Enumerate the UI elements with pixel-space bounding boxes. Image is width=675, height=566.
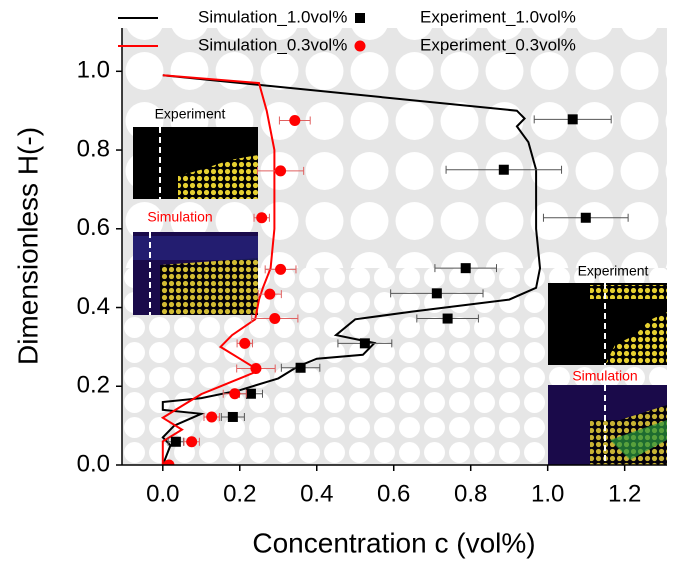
point: [442, 313, 453, 324]
point: [256, 212, 268, 224]
insets: [133, 127, 667, 465]
point: [295, 362, 306, 373]
x-tick-label: 0.0: [146, 480, 179, 507]
point: [245, 388, 256, 399]
legend-label: Simulation_0.3vol%: [198, 35, 347, 54]
y-tick-label: 0.0: [77, 450, 110, 477]
point: [170, 436, 181, 447]
y-tick-label: 0.4: [77, 293, 110, 320]
point: [498, 164, 509, 175]
point: [289, 115, 301, 127]
point: [460, 263, 471, 274]
point: [227, 411, 238, 422]
inset-label: Simulation: [147, 209, 212, 225]
legend-label: Experiment_0.3vol%: [420, 35, 576, 54]
legend-label: Experiment_1.0vol%: [420, 7, 576, 26]
inset-label: Experiment: [578, 263, 649, 279]
x-tick-label: 0.6: [377, 480, 410, 507]
point: [359, 338, 370, 349]
inset-label: Simulation: [572, 368, 637, 384]
inset-label: Experiment: [155, 106, 226, 122]
point: [580, 212, 591, 223]
point: [186, 436, 198, 448]
x-axis-title: Concentration c (vol%): [252, 527, 535, 558]
point: [163, 459, 175, 465]
legend-label: Simulation_1.0vol%: [198, 7, 347, 26]
point: [206, 411, 218, 423]
legend-swatch: [355, 13, 365, 23]
legend-swatch: [354, 40, 366, 52]
point: [229, 388, 241, 400]
point: [567, 114, 578, 125]
y-tick-label: 1.0: [77, 57, 110, 84]
x-tick-label: 1.0: [531, 480, 564, 507]
point: [431, 288, 442, 299]
point: [264, 288, 276, 300]
x-tick-label: 0.8: [454, 480, 487, 507]
y-axis-title: Dimensionless H(-): [12, 127, 43, 365]
point: [275, 165, 287, 177]
x-tick-label: 0.2: [223, 480, 256, 507]
y-tick-label: 0.2: [77, 372, 110, 399]
point: [239, 337, 251, 349]
point: [269, 313, 281, 325]
y-tick-label: 0.6: [77, 214, 110, 241]
point: [275, 263, 287, 275]
x-tick-label: 1.2: [608, 480, 641, 507]
y-tick-label: 0.8: [77, 135, 110, 162]
point: [250, 363, 262, 375]
x-tick-label: 0.4: [300, 480, 333, 507]
line: [160, 74, 276, 465]
